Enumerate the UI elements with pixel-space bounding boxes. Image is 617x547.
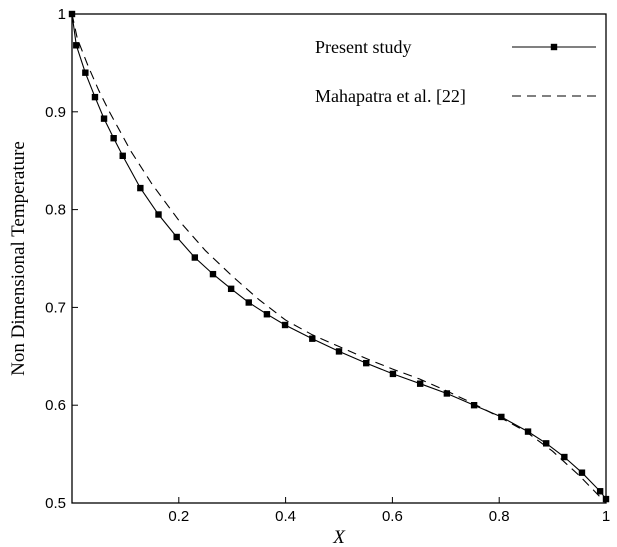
x-axis-label: X [332, 527, 346, 547]
series-0-point-21 [443, 390, 451, 397]
series-0-point-24 [524, 428, 532, 435]
legend: Present study Mahapatra et al. [22] [315, 37, 596, 106]
series-0-point-16 [309, 335, 316, 342]
series-0-point-15 [281, 321, 289, 329]
series-0-point-5 [110, 135, 117, 142]
series-0-point-1 [73, 42, 80, 49]
series-0-point-19 [389, 370, 397, 378]
y-tick-label-0: 0.5 [45, 495, 66, 512]
series-0-point-20 [416, 380, 424, 387]
x-axis-ticks: 0.2 0.4 0.6 0.8 1 [168, 497, 610, 525]
x-tick-label-2: 0.6 [382, 508, 403, 525]
legend-marker-present-study [550, 43, 558, 51]
y-tick-label-2: 0.7 [45, 299, 66, 316]
series-0-point-22 [470, 402, 478, 409]
series-0-point-25 [542, 440, 550, 447]
series-0-point-26 [561, 453, 568, 461]
series-0-point-10 [191, 254, 199, 261]
series-0-point-9 [173, 233, 180, 241]
series-0-point-2 [82, 69, 89, 76]
y-tick-label-3: 0.8 [45, 202, 66, 219]
series-0-point-11 [209, 270, 217, 278]
y-tick-label-1: 0.6 [45, 397, 66, 414]
series-0-point-28 [596, 488, 604, 495]
series-0-point-27 [578, 469, 586, 476]
x-tick-label-1: 0.4 [275, 508, 296, 525]
series-0-point-12 [227, 285, 235, 293]
series-0-point-7 [137, 184, 144, 192]
y-tick-label-4: 0.9 [45, 104, 66, 121]
series-0-point-18 [363, 359, 370, 367]
y-axis-ticks: 0.5 0.6 0.7 0.8 0.9 1 [45, 6, 78, 512]
y-tick-label-5: 1 [58, 6, 66, 23]
series-0-point-4 [100, 115, 108, 122]
series-0-point-8 [155, 211, 162, 218]
plot-frame [71, 13, 607, 504]
series-0-point-13 [245, 299, 252, 306]
series-0-point-17 [335, 348, 343, 355]
x-tick-label-4: 1 [602, 508, 610, 525]
plot-markers [68, 10, 610, 503]
legend-label-mahapatra: Mahapatra et al. [22] [315, 86, 466, 106]
x-tick-label-0: 0.2 [168, 508, 189, 525]
series-0-point-3 [91, 93, 99, 101]
series-0-point-14 [263, 311, 271, 318]
x-tick-label-3: 0.8 [489, 508, 510, 525]
y-axis-label: Non Dimensional Temperature [8, 141, 29, 376]
series-0-point-23 [498, 413, 505, 421]
series-0-point-6 [119, 152, 126, 160]
legend-label-present-study: Present study [315, 37, 412, 57]
